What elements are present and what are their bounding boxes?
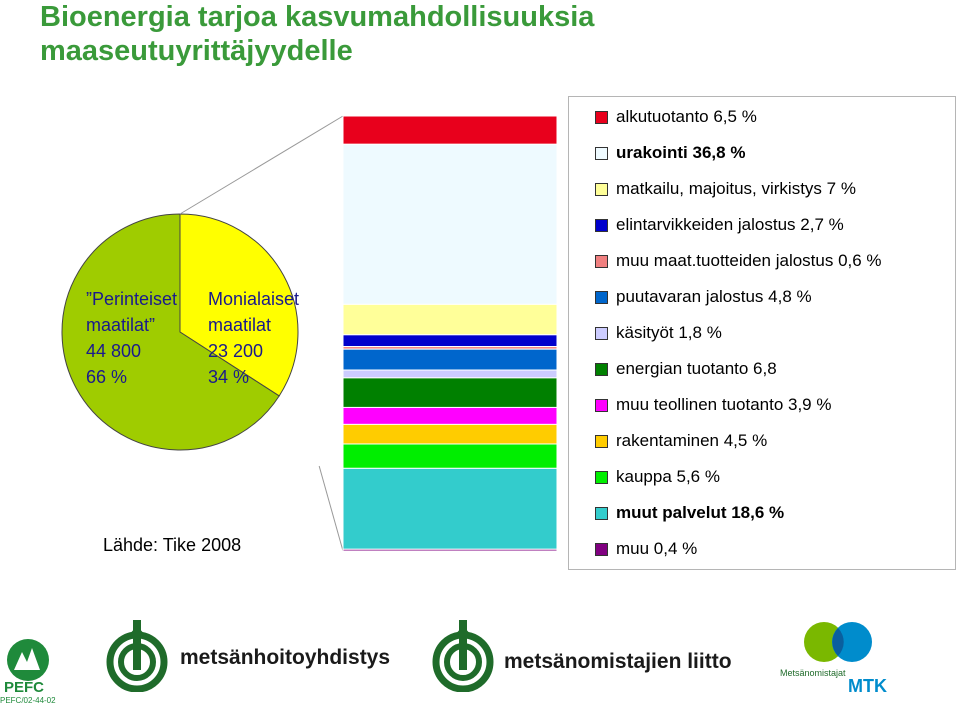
legend-label: rakentaminen 4,5 % (616, 431, 768, 450)
legend-label: muu 0,4 % (616, 539, 698, 558)
bar-legend: alkutuotanto 6,5 % urakointi 36,8 % matkai… (568, 96, 956, 570)
bar-segment (342, 406, 558, 425)
legend-label: urakointi 36,8 % (616, 143, 746, 162)
bar-segment (342, 369, 558, 379)
legend-item: alkutuotanto 6,5 % (595, 105, 757, 129)
legend-swatch (595, 146, 608, 160)
pie-slice (61, 213, 280, 451)
pie-slice-label-line: maatilat (208, 315, 271, 335)
pie-slice-label: Monialaiset maatilat 23 200 34 % (208, 289, 299, 387)
legend-label: puutavaran jalostus 4,8 % (616, 287, 812, 306)
pie-slice-label-line: maatilat” (86, 315, 155, 335)
pie-slice-label-line: 44 800 (86, 341, 141, 361)
legend-item: käsityöt 1,8 % (595, 321, 722, 345)
mtk-logo: Metsänomistajat MTK (780, 622, 887, 696)
legend-label: käsityöt 1,8 % (616, 323, 722, 342)
legend-label: alkutuotanto 6,5 % (616, 107, 757, 126)
pie-slice-label: ”Perinteiset maatilat” 44 800 66 % (86, 289, 177, 387)
bar-segment (342, 467, 558, 550)
bar-segment (342, 143, 558, 305)
legend-label: elintarvikkeiden jalostus 2,7 % (616, 215, 844, 234)
bar-segment (342, 334, 558, 348)
legend-item: elintarvikkeiden jalostus 2,7 % (595, 213, 844, 237)
pefc-logo: PEFC PEFC/02-44-02 (0, 639, 56, 704)
legend-item: muu teollinen tuotanto 3,9 % (595, 393, 831, 417)
mol-emblem-icon (432, 620, 494, 692)
mhy-emblem-icon (106, 620, 168, 692)
legend-swatch (595, 182, 608, 196)
connector-line (179, 115, 344, 215)
legend-label: muut palvelut 18,6 % (616, 503, 785, 522)
legend-swatch (595, 362, 608, 376)
mtk-logo-text: MTK (848, 676, 887, 696)
legend-item: rakentaminen 4,5 % (595, 429, 767, 453)
legend-swatch (595, 254, 608, 268)
source-note: Lähde: Tike 2008 (103, 535, 241, 555)
legend-item: puutavaran jalostus 4,8 % (595, 285, 812, 309)
pie-slice-label-line: 66 % (86, 367, 127, 387)
legend-item: matkailu, majoitus, virkistys 7 % (595, 177, 856, 201)
bar-segment (342, 423, 558, 445)
legend-swatch (595, 506, 608, 520)
logo-footer: PEFC PEFC/02-44-02 metsänhoitoyhdistys m… (0, 612, 960, 704)
bar-segment (342, 443, 558, 469)
pie-slice-label-line: 34 % (208, 367, 249, 387)
bar-segment (342, 115, 558, 145)
title-line-1: Bioenergia tarjoa kasvumahdollisuuksia (40, 1, 595, 33)
stacked-bar-chart (342, 115, 558, 552)
connector-line (318, 465, 344, 552)
legend-swatch (595, 326, 608, 340)
page-title: Bioenergia tarjoa kasvumahdollisuuksia m… (40, 0, 594, 68)
pie-slice-label-line: ”Perinteiset (86, 289, 177, 309)
legend-item: urakointi 36,8 % (595, 141, 745, 165)
pie-slice-label-line: Monialaiset (208, 289, 299, 309)
legend-label: muu teollinen tuotanto 3,9 % (616, 395, 832, 414)
legend-swatch (595, 110, 608, 124)
mol-logo-text: metsänomistajien liitto (504, 650, 732, 673)
legend-item: muut palvelut 18,6 % (595, 501, 784, 525)
pefc-code-text: PEFC/02-44-02 (0, 696, 56, 704)
pie-chart: ”Perinteiset maatilat” 44 800 66 % Monialais… (61, 213, 299, 451)
legend-item: muu 0,4 % (595, 537, 697, 561)
legend-swatch (595, 542, 608, 556)
bar-segment (342, 548, 558, 552)
title-line-2: maaseutuyrittäjyydelle (40, 35, 353, 67)
legend-item: muu maat.tuotteiden jalostus 0,6 % (595, 249, 882, 273)
legend-label: energian tuotanto 6,8 (616, 359, 777, 378)
legend-swatch (595, 470, 608, 484)
legend-swatch (595, 218, 608, 232)
pie-slice-label-line: 23 200 (208, 341, 263, 361)
legend-item: kauppa 5,6 % (595, 465, 720, 489)
chart-area: ”Perinteiset maatilat” 44 800 66 % Monialais… (61, 115, 558, 555)
bar-segment (342, 348, 558, 371)
connector-lines (179, 115, 344, 552)
legend-swatch (595, 398, 608, 412)
bar-segment (342, 377, 558, 408)
mhy-logo-text: metsänhoitoyhdistys (180, 646, 391, 669)
legend-label: kauppa 5,6 % (616, 467, 720, 486)
legend-item: energian tuotanto 6,8 (595, 357, 777, 381)
legend-label: muu maat.tuotteiden jalostus 0,6 % (616, 251, 882, 270)
pefc-logo-text: PEFC (4, 679, 44, 696)
bar-segment (342, 303, 558, 336)
legend-swatch (595, 434, 608, 448)
legend-label: matkailu, majoitus, virkistys 7 % (616, 179, 856, 198)
mtk-small-text: Metsänomistajat (780, 668, 846, 678)
legend-swatch (595, 290, 608, 304)
